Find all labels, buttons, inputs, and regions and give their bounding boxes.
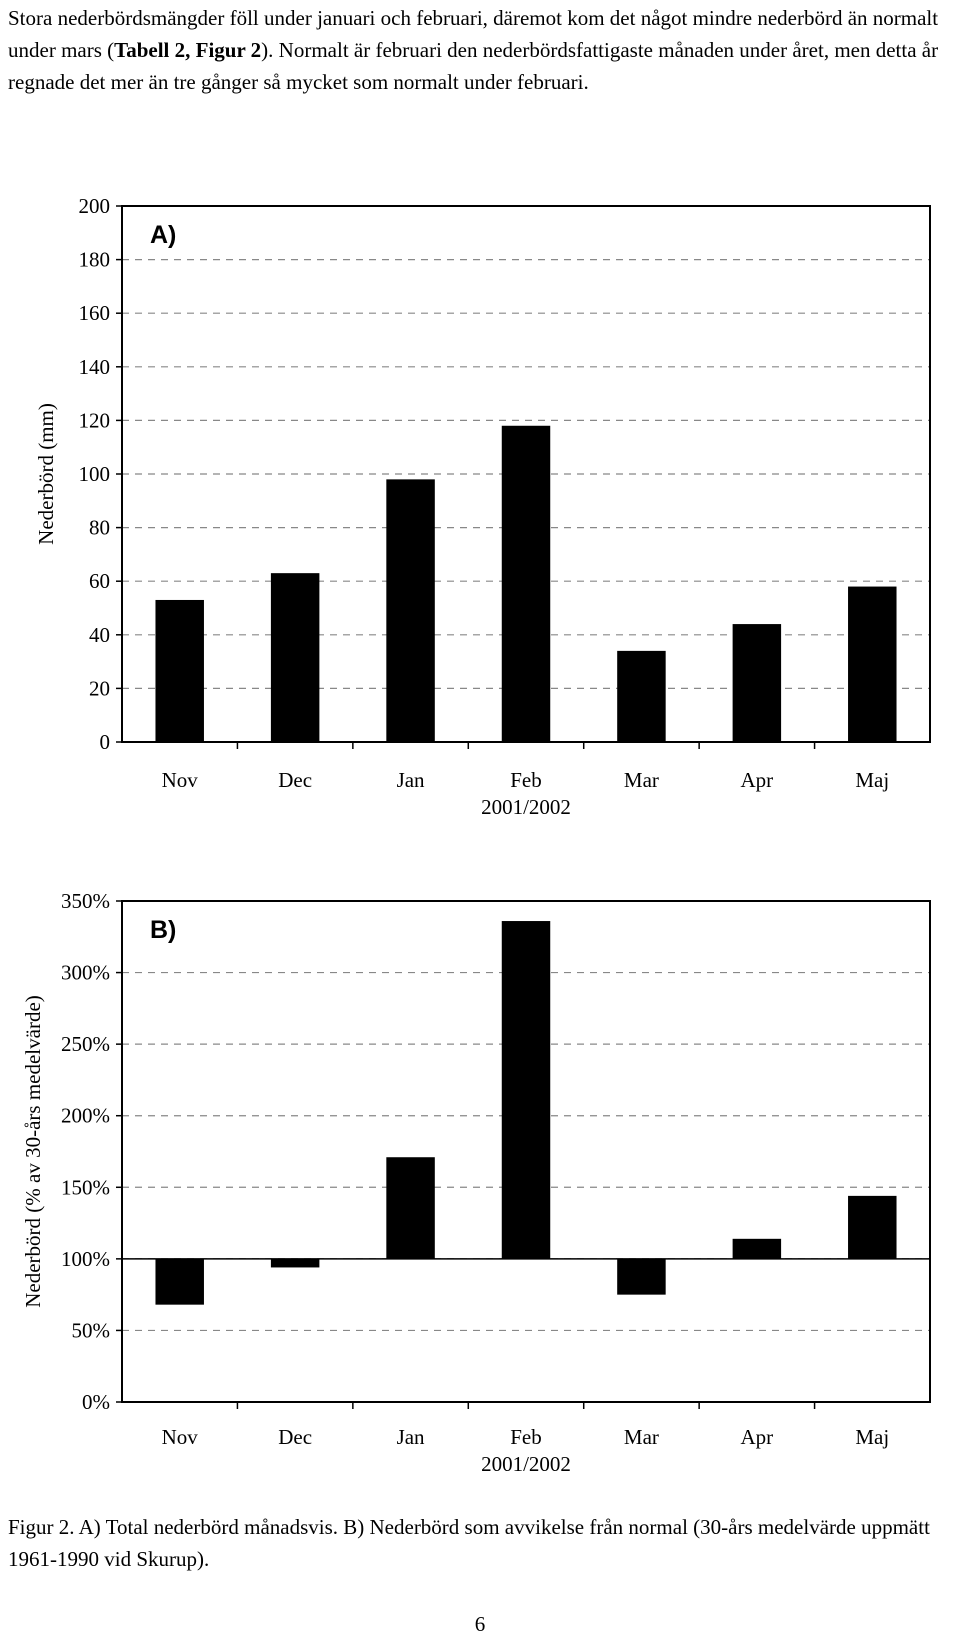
chart-a-category-label: Apr [741,768,774,792]
chart-b-category-label: Nov [162,1425,199,1449]
page-number: 6 [474,1612,486,1636]
chart-b-bar-nov [155,1258,204,1305]
chart-a-category-label: Jan [397,768,425,792]
chart-b-bar-feb [501,921,551,1259]
chart-a-bar-dec [270,573,320,742]
chart-b-plot-frame [121,900,931,1403]
chart-a-category-label: Maj [855,768,889,792]
chart-a: 0 20 40 60 80 100 120 140 160 180 200 Nov Dec Jan Feb M… [34,194,931,819]
figure-caption: Figur 2. A) Total nederbörd månadsvis. B… [8,1515,930,1571]
chart-b-ytick-label: 100% [61,1247,110,1271]
chart-b-bar-dec [270,1258,320,1268]
intro-paragraph: Stora nederbördsmängder föll under janua… [8,2,948,98]
paragraph-text-1: Stora nederbördsmängder föll under janua… [8,6,939,62]
chart-b-category-label: Jan [397,1425,425,1449]
chart-a-ytick-label: 0 [100,730,111,754]
chart-b-ytick-label: 200% [61,1104,110,1128]
chart-b-y-axis-label: Nederbörd (% av 30-års medelvärde) [21,995,45,1308]
chart-b-ytick-label: 300% [61,961,110,985]
chart-a-bar-feb [501,425,551,742]
chart-b-category-label: Maj [855,1425,889,1449]
chart-a-ytick-label: 160 [79,301,111,325]
chart-b-category-label: Apr [741,1425,774,1449]
chart-b-category-label: Mar [624,1425,659,1449]
chart-a-category-label: Mar [624,768,659,792]
chart-a-bar-mar [617,650,666,742]
chart-a-ytick-label: 140 [79,355,111,379]
chart-b-panel-label: B) [150,916,176,944]
chart-a-category-label: Dec [278,768,312,792]
chart-b: 0% 50% 100% 150% 200% 250% 300% 350% Nov Dec Jan Fe… [21,889,931,1476]
paragraph-text-2: ). Normalt är februari den nederbördsfat… [8,38,939,94]
chart-a-ytick-label: 80 [89,516,110,540]
chart-b-bar-jan [386,1157,435,1259]
chart-b-bar-maj [848,1195,897,1259]
chart-a-panel-label: A) [150,221,176,249]
chart-b-ytick-label: 0% [82,1390,110,1414]
chart-a-ytick-label: 180 [79,248,111,272]
chart-b-ytick-label: 150% [61,1175,110,1199]
chart-a-bar-jan [386,479,435,742]
chart-a-category-label: Nov [162,768,199,792]
chart-a-x-axis-label: 2001/2002 [481,795,571,819]
chart-b-ytick-label: 250% [61,1032,110,1056]
chart-b-ytick-label: 50% [72,1318,111,1342]
chart-a-ytick-label: 40 [89,623,110,647]
chart-b-ytick-label: 350% [61,889,110,913]
chart-b-bar-mar [617,1258,666,1295]
chart-a-bar-nov [155,599,204,742]
chart-a-ytick-label: 120 [79,408,111,432]
chart-a-ytick-label: 20 [89,676,110,700]
chart-b-x-axis-label: 2001/2002 [481,1452,571,1476]
chart-b-category-label: Feb [510,1425,542,1449]
chart-a-ytick-label: 200 [79,194,111,218]
chart-a-bar-apr [732,624,782,742]
chart-b-bar-apr [732,1238,782,1259]
chart-a-category-label: Feb [510,768,542,792]
chart-a-y-axis-label: Nederbörd (mm) [34,403,58,545]
chart-a-plot-frame [121,205,931,743]
figure-reference: Tabell 2, Figur 2 [114,38,262,62]
chart-a-ytick-label: 100 [79,462,111,486]
chart-b-category-label: Dec [278,1425,312,1449]
chart-a-bar-maj [848,586,897,742]
chart-a-ytick-label: 60 [89,569,110,593]
